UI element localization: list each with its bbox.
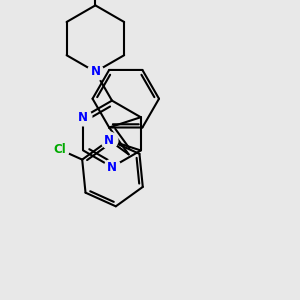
Text: N: N bbox=[107, 160, 117, 174]
Text: N: N bbox=[78, 111, 88, 124]
Text: Cl: Cl bbox=[53, 143, 66, 156]
Text: N: N bbox=[90, 65, 100, 78]
Text: N: N bbox=[104, 134, 114, 147]
